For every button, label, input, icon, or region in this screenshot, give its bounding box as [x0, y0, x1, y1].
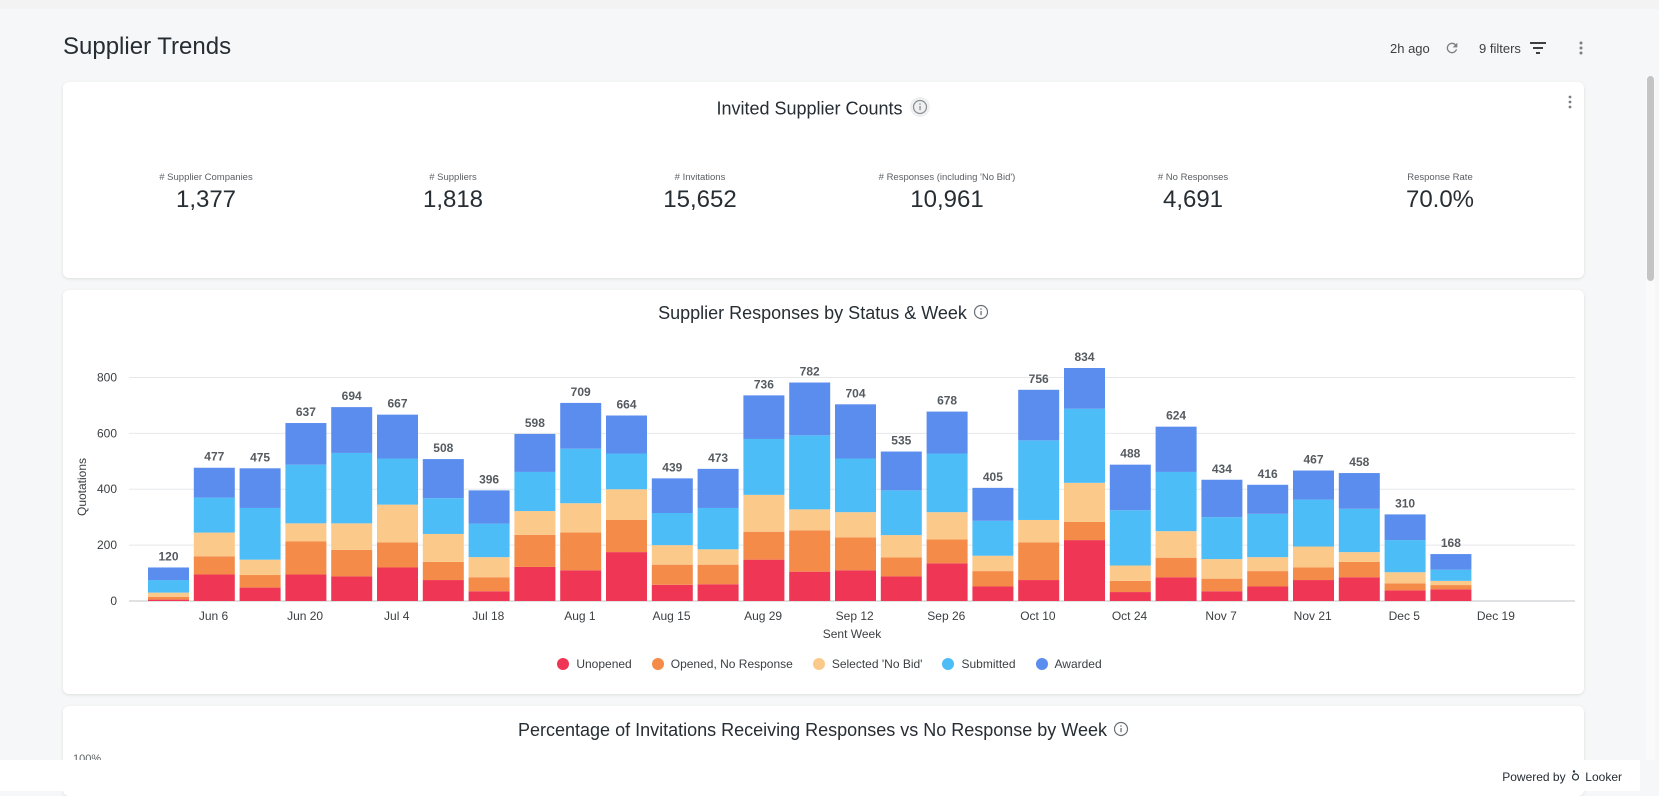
- status-chart-title-row: Supplier Responses by Status & Week: [63, 303, 1584, 325]
- kpi-card-title: Invited Supplier Counts: [716, 98, 903, 119]
- scrollbar[interactable]: [1646, 76, 1655, 760]
- footer-bar: Powered by Looker: [0, 760, 1640, 791]
- kpi-metric: # Supplier Companies 1,377: [86, 172, 326, 214]
- kpi-metric: # Responses (including 'No Bid') 10,961: [827, 172, 1067, 214]
- kpi-metric: # Suppliers 1,818: [333, 172, 573, 214]
- kpi-label: # Supplier Companies: [159, 172, 253, 183]
- status-chart-title: Supplier Responses by Status & Week: [658, 303, 967, 323]
- legend-label: Submitted: [961, 657, 1016, 671]
- kpi-value: 15,652: [663, 186, 737, 213]
- legend-label: Unopened: [576, 657, 632, 671]
- looker-brand-text: Looker: [1585, 770, 1622, 784]
- kpi-value: 70.0%: [1405, 186, 1475, 213]
- kpi-card: Invited Supplier Counts: [63, 82, 1584, 278]
- kpi-label: # Invitations: [674, 172, 726, 183]
- kpi-metric: # No Responses 4,691: [1073, 172, 1313, 214]
- refresh-icon[interactable]: [1444, 40, 1460, 56]
- kpi-metric: # Invitations 15,652: [580, 172, 820, 214]
- looker-logo-icon: [1571, 769, 1580, 784]
- info-icon[interactable]: [973, 304, 989, 325]
- legend-item[interactable]: Submitted: [942, 657, 1016, 671]
- kpi-card-title-row: Invited Supplier Counts: [63, 96, 1584, 123]
- kpi-value: 1,818: [422, 186, 484, 213]
- kpi-value: 4,691: [1162, 186, 1224, 213]
- kpi-metric: Response Rate 70.0%: [1320, 172, 1560, 214]
- powered-by: Powered by Looker: [1502, 769, 1622, 784]
- scrollbar-thumb[interactable]: [1647, 76, 1654, 281]
- legend-dot-icon: [1035, 658, 1048, 670]
- kpi-label: # Responses (including 'No Bid'): [878, 172, 1016, 183]
- status-chart-card: Supplier Responses by Status & Week: [63, 290, 1584, 694]
- dashboard-menu-icon[interactable]: [1571, 38, 1591, 58]
- legend-dot-icon: [942, 658, 955, 670]
- powered-by-text: Powered by: [1502, 770, 1566, 784]
- chart-legend: Unopened Opened, No Response Selected 'No …: [0, 657, 1659, 671]
- legend-dot-icon: [557, 658, 570, 670]
- legend-label: Selected 'No Bid': [831, 657, 923, 671]
- filters-label: 9 filters: [1479, 40, 1521, 56]
- kpi-label: # No Responses: [1157, 172, 1229, 183]
- filters-button[interactable]: 9 filters: [1479, 38, 1547, 58]
- legend-item[interactable]: Unopened: [557, 657, 632, 671]
- kpi-card-menu-icon[interactable]: [1560, 92, 1580, 112]
- legend-dot-icon: [812, 658, 825, 670]
- pct-chart-title-row: Percentage of Invitations Receiving Resp…: [63, 720, 1584, 742]
- legend-dot-icon: [651, 658, 664, 670]
- kpi-label: # Suppliers: [429, 172, 477, 183]
- kpi-value: 1,377: [175, 186, 237, 213]
- pct-chart-title: Percentage of Invitations Receiving Resp…: [518, 720, 1107, 740]
- legend-item[interactable]: Opened, No Response: [651, 657, 793, 671]
- legend-label: Awarded: [1054, 657, 1102, 671]
- updated-status: 2h ago: [1390, 38, 1460, 58]
- info-icon[interactable]: [909, 96, 931, 123]
- kpi-value: 10,961: [910, 186, 984, 213]
- info-icon[interactable]: [1113, 721, 1129, 742]
- updated-time: 2h ago: [1390, 40, 1430, 56]
- legend-item[interactable]: Awarded: [1035, 657, 1102, 671]
- legend-label: Opened, No Response: [670, 657, 793, 671]
- kpi-label: Response Rate: [1407, 172, 1473, 183]
- filter-icon: [1529, 41, 1547, 55]
- page-title: Supplier Trends: [63, 33, 232, 60]
- legend-item[interactable]: Selected 'No Bid': [812, 657, 923, 671]
- top-strip: [0, 0, 1659, 9]
